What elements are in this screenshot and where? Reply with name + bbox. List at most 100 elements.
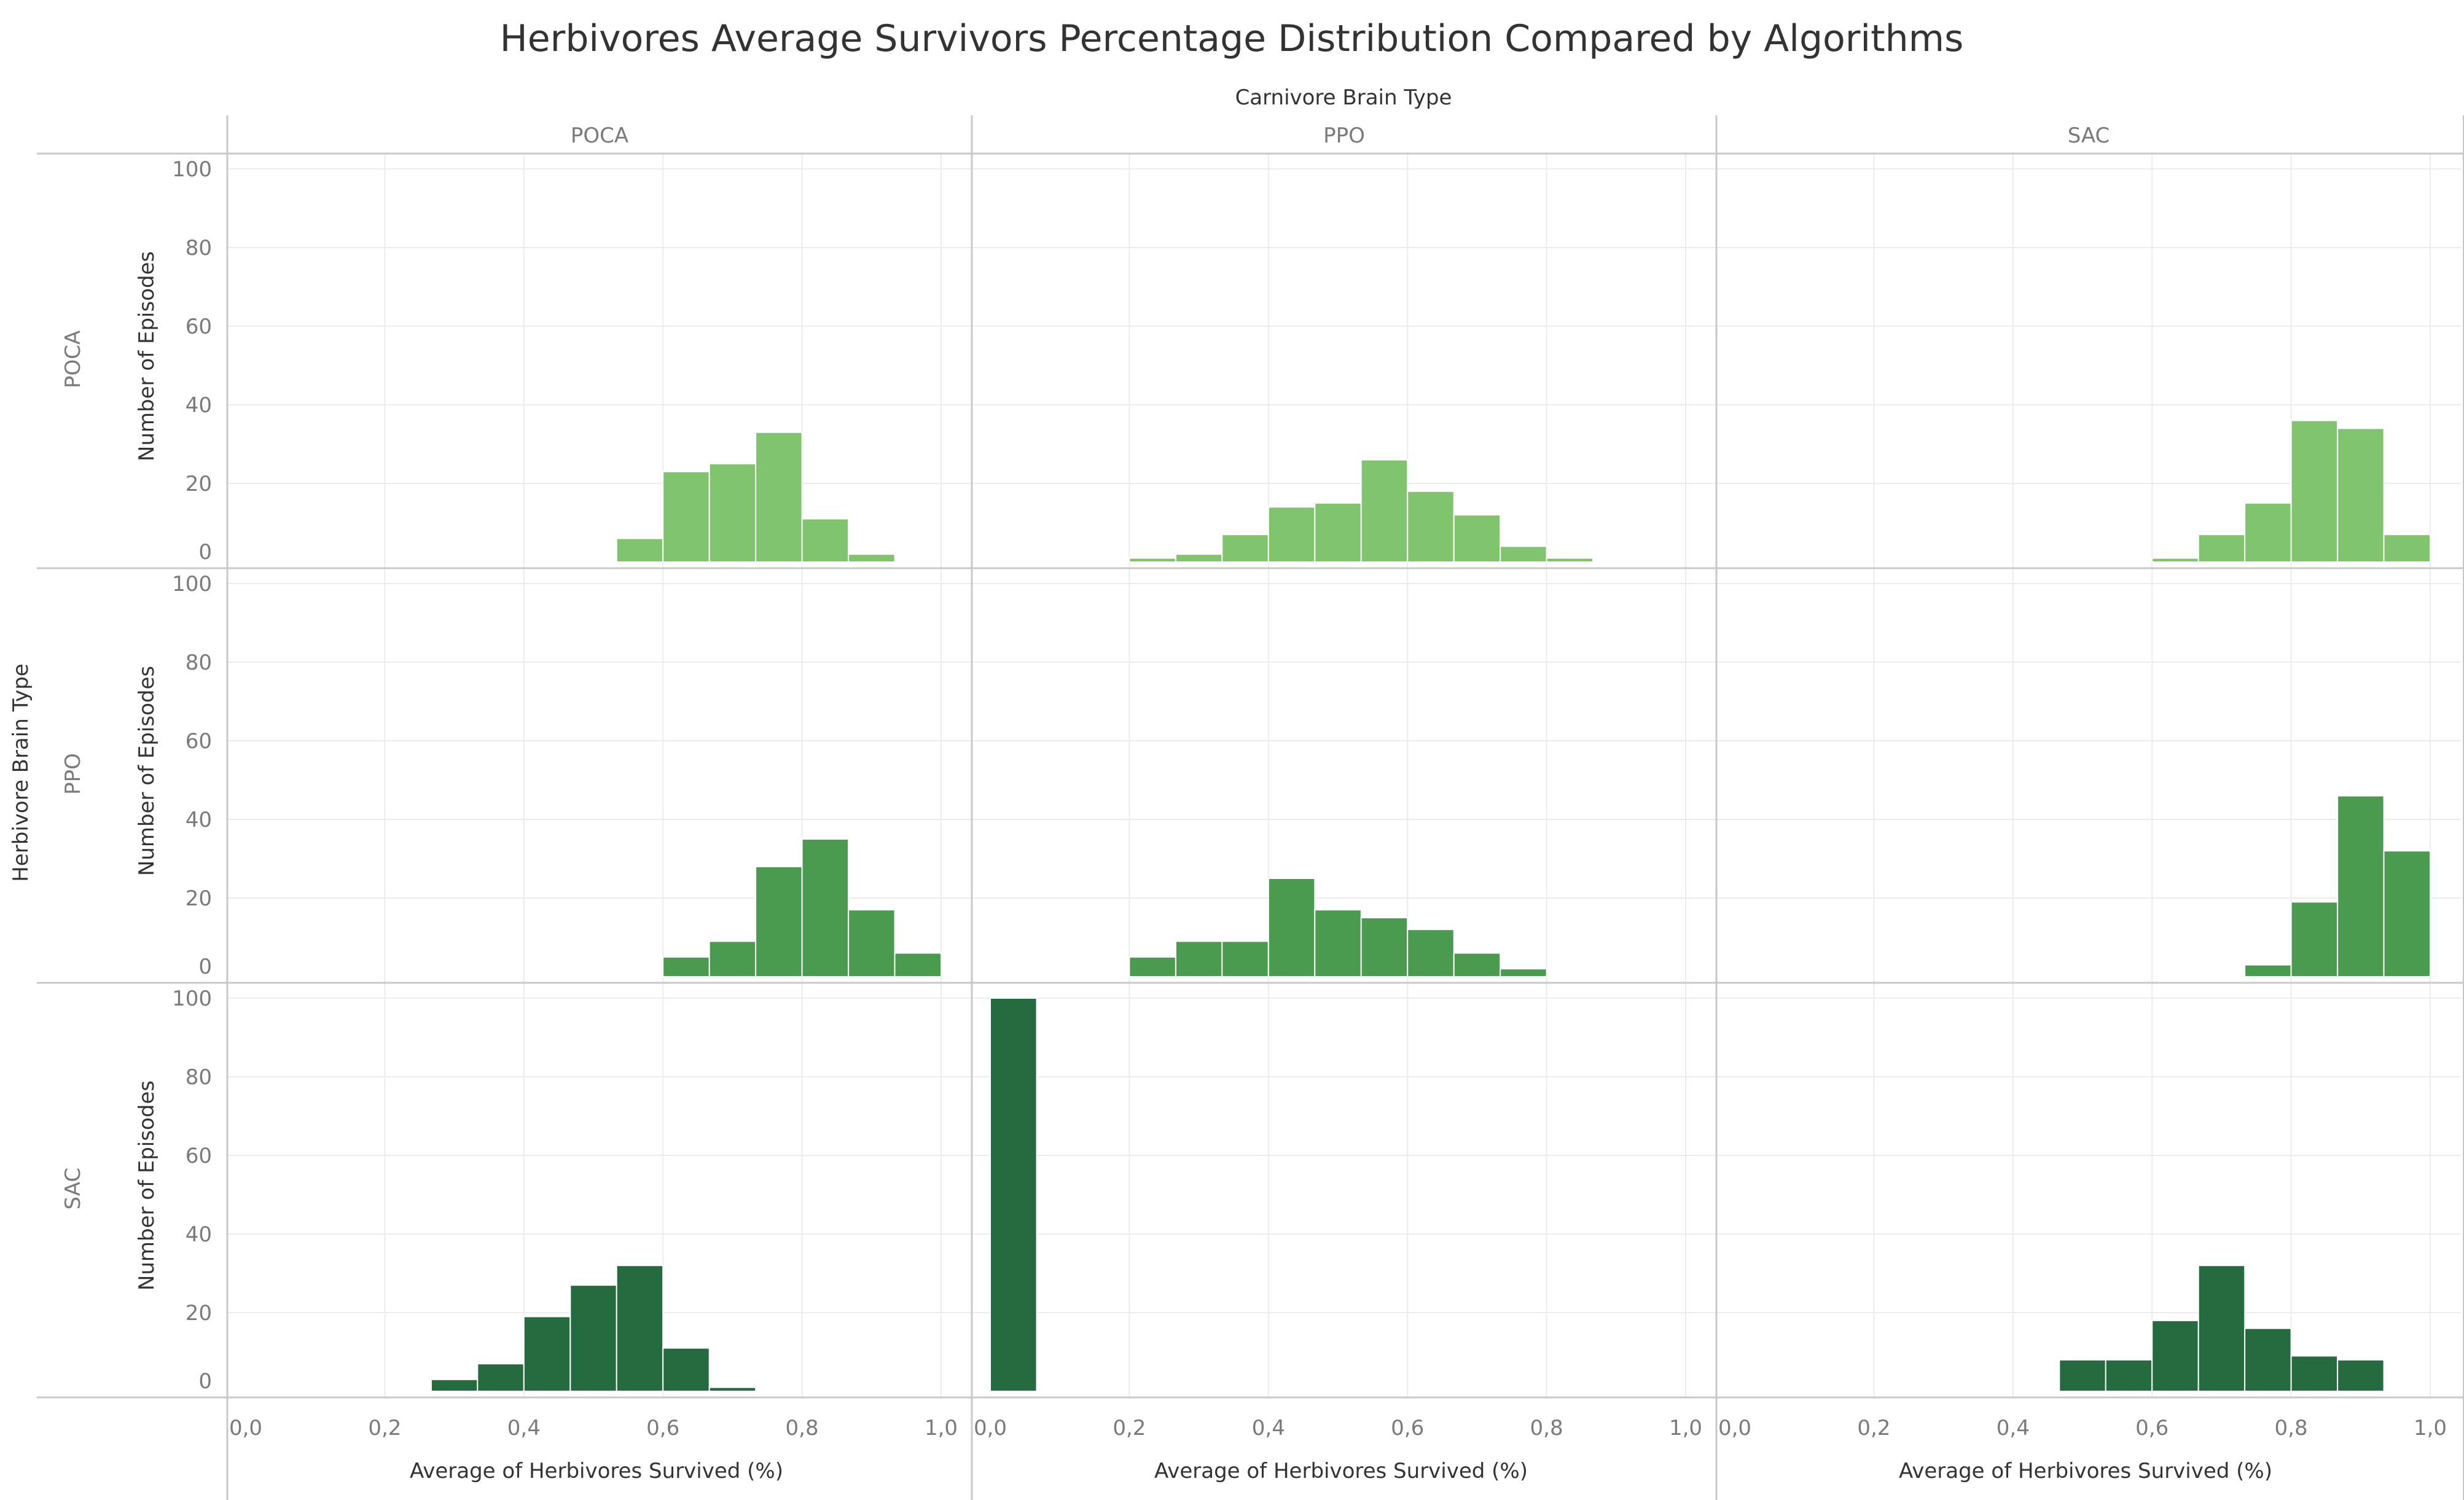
x-tick-label: 0,8 (1530, 1416, 1563, 1440)
histogram-bar-sac-sac (2151, 1319, 2199, 1393)
histogram-bar-sac-sac (2244, 1327, 2292, 1393)
histogram-bar-poca-poca (662, 471, 710, 563)
y-tick-label: 20 (186, 886, 212, 911)
x-axis-title: Average of Herbivores Survived (%) (1154, 1459, 1528, 1483)
y-tick-label: 20 (186, 1301, 212, 1326)
histogram-bar-poca-sac (2244, 502, 2292, 563)
y-tick-label: 80 (186, 1065, 212, 1090)
histogram-bar-ppo-ppo (1314, 909, 1362, 977)
x-tick-label: 1,0 (1669, 1416, 1702, 1440)
histogram-bar-sac-ppo (990, 998, 1038, 1392)
histogram-bar-sac-sac (2105, 1359, 2153, 1393)
chart-title: Herbivores Average Survivors Percentage … (500, 17, 1964, 60)
x-tick-label: 0,2 (368, 1416, 401, 1440)
histogram-bar-sac-sac (2290, 1355, 2339, 1392)
histogram-bar-sac-poca (523, 1316, 571, 1392)
row-label-sac: SAC (61, 1168, 85, 1210)
histogram-bar-ppo-ppo (1360, 917, 1409, 977)
histogram-bar-ppo-poca (894, 952, 942, 977)
histogram-bar-poca-ppo (1546, 557, 1594, 563)
column-label-sac: SAC (2068, 123, 2110, 148)
y-tick-label: 20 (186, 472, 212, 496)
x-tick-label: 0,6 (646, 1416, 679, 1440)
histogram-bar-poca-poca (755, 431, 803, 563)
y-tick-label: 40 (186, 1222, 212, 1247)
y-tick-label: 60 (186, 729, 212, 754)
histogram-bar-poca-ppo (1175, 553, 1223, 563)
histogram-bar-poca-ppo (1500, 545, 1547, 563)
histogram-bar-sac-sac (2337, 1359, 2385, 1393)
x-tick-label: 0,2 (1113, 1416, 1146, 1440)
histogram-bar-sac-poca (430, 1378, 479, 1393)
y-tick-label: 80 (186, 650, 212, 675)
histogram-bar-poca-ppo (1360, 459, 1409, 563)
y-tick-label: 100 (172, 572, 212, 596)
histogram-bar-poca-sac (2151, 557, 2199, 563)
x-tick-label: 0,8 (786, 1416, 819, 1440)
histogram-bar-ppo-poca (662, 956, 710, 977)
histogram-bar-poca-ppo (1128, 557, 1176, 563)
histogram-bar-ppo-poca (848, 909, 896, 977)
histogram-bar-poca-sac (2337, 428, 2385, 563)
histogram-bar-ppo-ppo (1128, 956, 1176, 977)
histogram-bar-sac-poca (477, 1363, 525, 1392)
y-tick-label: 40 (186, 808, 212, 832)
histogram-bar-ppo-ppo (1407, 929, 1455, 977)
x-tick-label: 0,8 (2275, 1416, 2308, 1440)
histogram-bar-poca-sac (2290, 420, 2339, 563)
x-tick-label: 0,6 (1391, 1416, 1424, 1440)
x-tick-label: 0,0 (974, 1416, 1007, 1440)
grid-layer (227, 154, 2461, 1397)
histogram-bar-poca-ppo (1314, 502, 1362, 563)
histogram-bar-ppo-ppo (1500, 968, 1547, 977)
histogram-bar-ppo-sac (2337, 795, 2385, 977)
row-header-title: Herbivore Brain Type (9, 663, 33, 881)
histogram-bar-ppo-poca (708, 940, 757, 978)
y-tick-label: 100 (172, 157, 212, 182)
x-axis-title: Average of Herbivores Survived (%) (1899, 1459, 2272, 1483)
histogram-bar-ppo-poca (755, 865, 803, 978)
histogram-bar-sac-sac (2059, 1359, 2106, 1393)
histogram-bar-sac-poca (708, 1386, 757, 1393)
x-tick-label: 0,6 (2135, 1416, 2169, 1440)
histogram-bar-ppo-ppo (1267, 878, 1316, 977)
x-tick-label: 1,0 (925, 1416, 958, 1440)
bars-layer (430, 420, 2431, 1393)
histogram-bar-ppo-sac (2290, 901, 2339, 978)
x-tick-label: 1,0 (2414, 1416, 2447, 1440)
histogram-bar-ppo-ppo (1221, 940, 1269, 978)
histogram-bar-poca-ppo (1267, 506, 1316, 563)
y-tick-label: 0 (198, 540, 212, 564)
y-axis-title: Number of Episodes (135, 251, 159, 461)
y-tick-label: 40 (186, 393, 212, 418)
x-tick-label: 0,4 (507, 1416, 541, 1440)
x-axis-title: Average of Herbivores Survived (%) (410, 1459, 783, 1483)
y-axis-title: Number of Episodes (135, 666, 159, 876)
frame-layer (37, 115, 2464, 1500)
y-tick-label: 0 (198, 955, 212, 979)
histogram-bar-poca-sac (2383, 534, 2431, 563)
x-tick-label: 0,0 (229, 1416, 262, 1440)
row-label-poca: POCA (61, 330, 85, 388)
y-tick-label: 60 (186, 1144, 212, 1168)
histogram-bar-poca-poca (616, 537, 664, 563)
histogram-bar-ppo-poca (801, 838, 850, 977)
histogram-bar-ppo-sac (2383, 850, 2431, 977)
column-label-poca: POCA (571, 123, 628, 148)
histogram-bar-ppo-ppo (1175, 940, 1223, 978)
y-tick-label: 60 (186, 314, 212, 339)
histogram-bar-poca-ppo (1407, 490, 1455, 563)
y-axis-title: Number of Episodes (135, 1080, 159, 1291)
histogram-bar-poca-poca (848, 553, 896, 563)
histogram-bar-poca-sac (2197, 534, 2246, 563)
histogram-bar-poca-ppo (1221, 534, 1269, 563)
histogram-bar-sac-sac (2197, 1265, 2246, 1392)
x-tick-label: 0,4 (1252, 1416, 1285, 1440)
histogram-bar-poca-poca (708, 463, 757, 563)
histogram-bar-sac-poca (662, 1347, 710, 1393)
x-tick-label: 0,4 (1997, 1416, 2030, 1440)
histogram-bar-sac-poca (569, 1284, 617, 1392)
label-layer: POCA PPO SAC POCA Number of Episodes 0 20 40 60 8… (61, 123, 2447, 1483)
row-label-ppo: PPO (61, 753, 85, 795)
